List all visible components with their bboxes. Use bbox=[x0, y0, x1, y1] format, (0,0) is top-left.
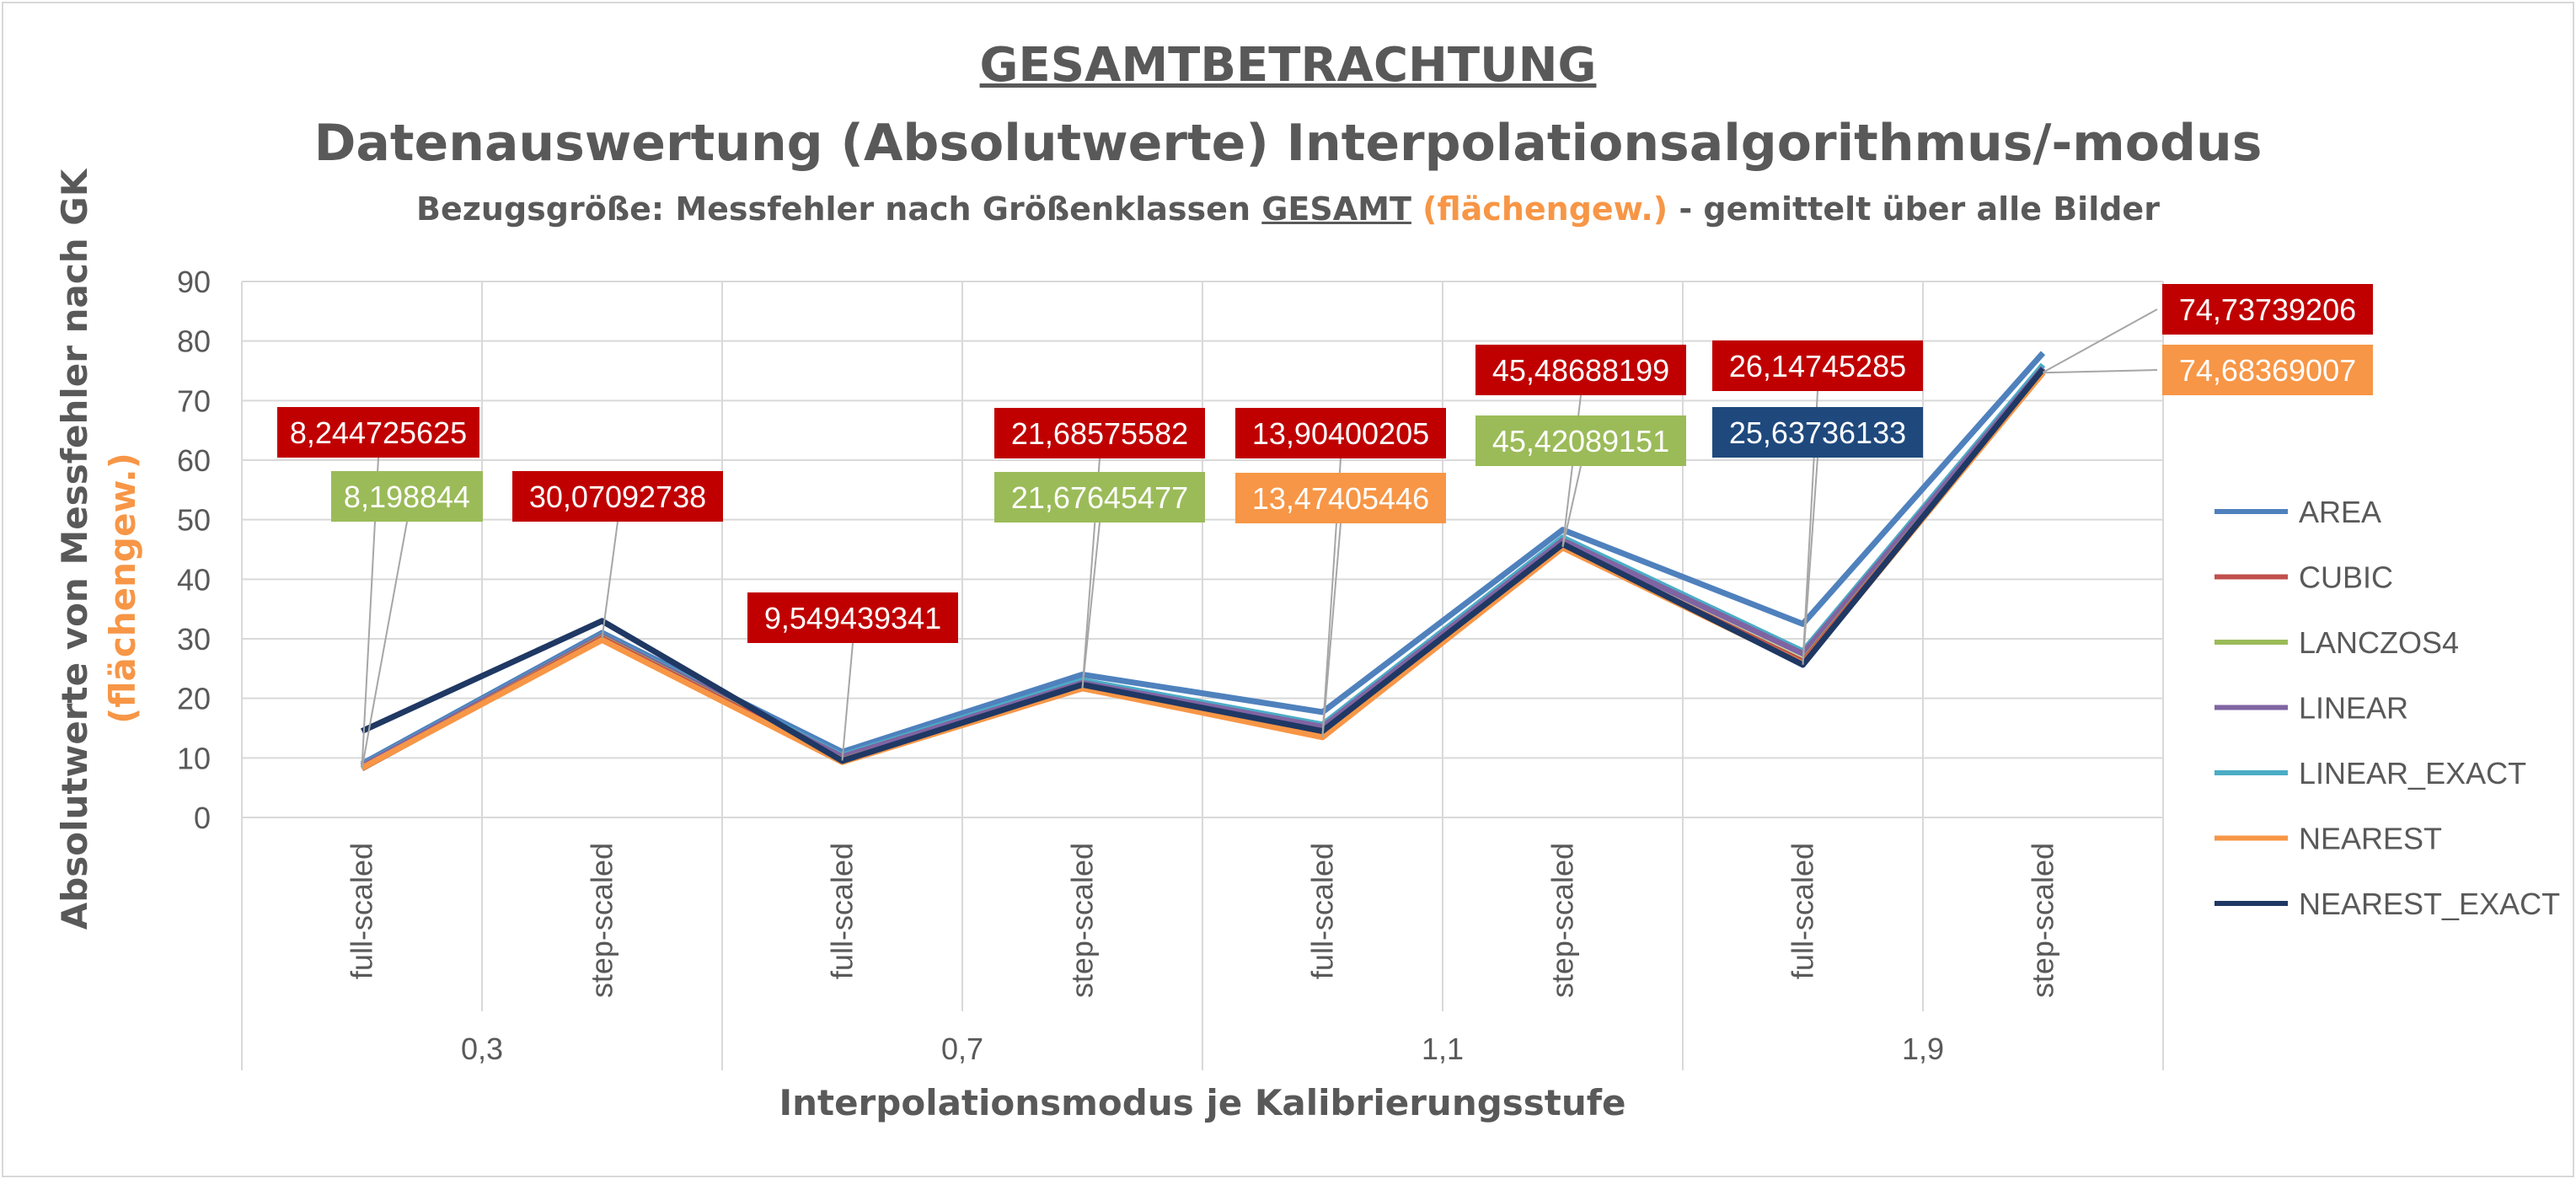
data-label: 74,68369007 bbox=[2179, 353, 2356, 388]
data-label-box bbox=[1475, 345, 1686, 395]
y-tick-label: 30 bbox=[177, 622, 211, 656]
data-label-leader bbox=[1802, 457, 1818, 665]
data-label: 8,244725625 bbox=[290, 415, 467, 450]
data-label-box bbox=[1475, 415, 1686, 466]
data-label-box bbox=[994, 472, 1205, 523]
y-tick-label: 80 bbox=[177, 324, 211, 359]
x-group-label: 0,7 bbox=[941, 1032, 983, 1066]
data-label-leader bbox=[1081, 522, 1101, 689]
data-label-box bbox=[994, 408, 1205, 458]
data-label-box bbox=[1712, 340, 1923, 391]
data-label: 21,68575582 bbox=[1011, 416, 1188, 451]
x-category-label: full-scaled bbox=[1305, 843, 1340, 979]
x-group-label: 1,1 bbox=[1422, 1032, 1464, 1066]
chart-subtitle-2: Bezugsgröße: Messfehler nach Größenklass… bbox=[0, 190, 2576, 228]
data-label-box bbox=[1712, 407, 1923, 458]
x-group-label: 1,9 bbox=[1902, 1032, 1944, 1066]
data-label-leader bbox=[361, 521, 408, 769]
legend-label: LANCZOS4 bbox=[2299, 625, 2459, 660]
series-line-nearest-exact bbox=[361, 367, 2046, 764]
data-label: 9,549439341 bbox=[764, 601, 941, 635]
y-tick-label: 0 bbox=[194, 801, 211, 835]
subtitle2-part3: (flächengew.) bbox=[1411, 190, 1668, 228]
data-label-leader bbox=[2043, 308, 2158, 373]
data-label: 74,73739206 bbox=[2179, 292, 2356, 327]
data-label-leader bbox=[2043, 369, 2158, 374]
data-label-box bbox=[331, 471, 483, 522]
data-label: 45,42089151 bbox=[1492, 424, 1669, 458]
data-label-leader bbox=[1561, 465, 1582, 548]
subtitle2-part1: Bezugsgröße: Messfehler nach Größenklass… bbox=[416, 190, 1262, 228]
legend-label: AREA bbox=[2299, 495, 2381, 529]
data-label: 25,63736133 bbox=[1729, 415, 1906, 450]
x-category-label: full-scaled bbox=[1786, 843, 1820, 979]
x-axis-title: Interpolationsmodus je Kalibrierungsstuf… bbox=[779, 1082, 1625, 1123]
x-category-label: step-scaled bbox=[2026, 843, 2060, 998]
chart-title: GESAMTBETRACHTUNG bbox=[979, 38, 1597, 93]
legend-label: NEAREST bbox=[2299, 822, 2442, 856]
x-group-label: 0,3 bbox=[461, 1032, 503, 1066]
data-label-leader bbox=[841, 642, 854, 761]
x-category-label: step-scaled bbox=[1545, 843, 1580, 998]
y-tick-label: 20 bbox=[177, 682, 211, 716]
data-label: 45,48688199 bbox=[1492, 353, 1669, 388]
x-category-label: full-scaled bbox=[345, 843, 379, 979]
data-label-box bbox=[1235, 408, 1446, 458]
legend-label: LINEAR_EXACT bbox=[2299, 756, 2526, 790]
data-label: 8,198844 bbox=[344, 480, 470, 514]
y-tick-label: 50 bbox=[177, 503, 211, 538]
data-label: 21,67645477 bbox=[1011, 480, 1188, 515]
legend-label: CUBIC bbox=[2299, 560, 2393, 595]
data-label-leader bbox=[1321, 523, 1342, 737]
data-label: 30,07092738 bbox=[529, 480, 706, 514]
data-label: 26,14745285 bbox=[1729, 349, 1906, 383]
subtitle2-part4: - gemittelt über alle Bilder bbox=[1668, 190, 2160, 228]
y-tick-label: 40 bbox=[177, 562, 211, 597]
x-category-label: step-scaled bbox=[1065, 843, 1100, 998]
legend-label: LINEAR bbox=[2299, 691, 2408, 726]
x-category-label: step-scaled bbox=[585, 843, 619, 998]
x-category-label: full-scaled bbox=[825, 843, 860, 979]
y-axis-title: Absolutwerte von Messfehler nach GK bbox=[54, 168, 95, 930]
legend-label: NEAREST_EXACT bbox=[2299, 887, 2560, 921]
y-tick-label: 10 bbox=[177, 741, 211, 775]
data-label-box bbox=[277, 407, 479, 458]
data-label-box bbox=[747, 592, 958, 643]
y-axis-title-2: (flächengew.) bbox=[102, 453, 143, 724]
data-label-box bbox=[1235, 473, 1446, 523]
chart-subtitle: Datenauswertung (Absolutwerte) Interpola… bbox=[313, 114, 2263, 173]
y-tick-label: 60 bbox=[177, 443, 211, 478]
subtitle2-part2: GESAMT bbox=[1261, 190, 1411, 228]
data-label-leader bbox=[601, 521, 619, 639]
data-label: 13,90400205 bbox=[1252, 416, 1429, 451]
y-tick-label: 70 bbox=[177, 383, 211, 418]
data-label-box bbox=[512, 471, 723, 522]
data-label-box bbox=[2162, 284, 2373, 335]
y-tick-label: 90 bbox=[177, 265, 211, 299]
data-label: 13,47405446 bbox=[1252, 481, 1429, 516]
data-label-box bbox=[2162, 345, 2373, 395]
